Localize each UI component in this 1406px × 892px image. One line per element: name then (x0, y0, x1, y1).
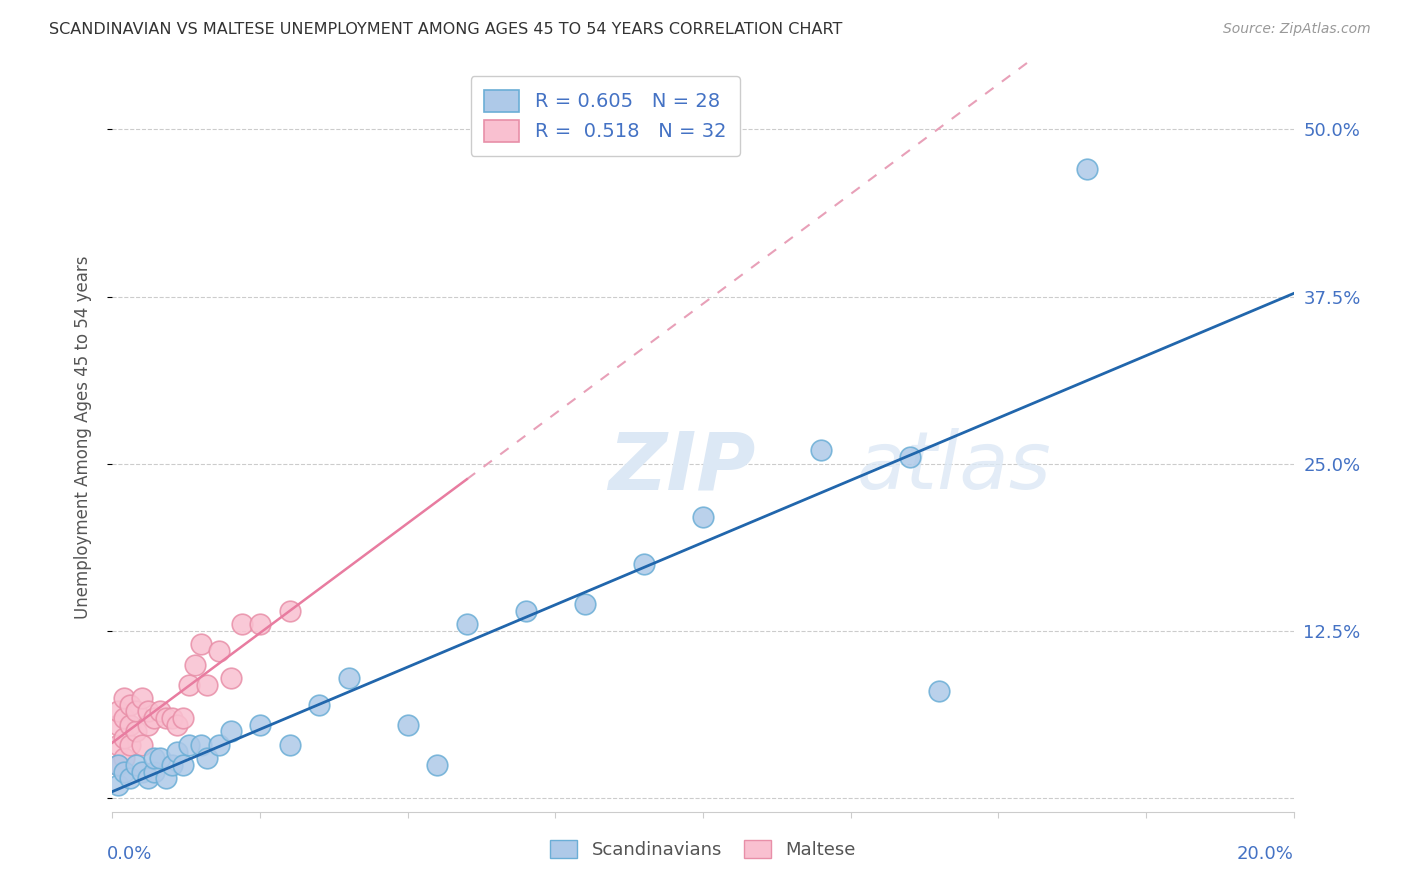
Point (249, 717, 271, 731)
Point (219, 671, 242, 685)
Point (190, 738, 212, 752)
Point (107, 758, 129, 772)
Point (179, 738, 201, 752)
Point (166, 744, 188, 758)
Point (208, 644, 231, 658)
Point (208, 738, 231, 752)
Point (125, 705, 148, 719)
Point (125, 758, 148, 772)
Point (142, 711, 165, 725)
Point (179, 678, 201, 692)
Point (184, 657, 207, 672)
Text: 20.0%: 20.0% (1237, 846, 1294, 863)
Point (112, 731, 135, 746)
Point (112, 691, 135, 706)
Point (155, 711, 177, 725)
Legend: Scandinavians, Maltese: Scandinavians, Maltese (543, 832, 863, 866)
Y-axis label: Unemployment Among Ages 45 to 54 years: Unemployment Among Ages 45 to 54 years (73, 255, 91, 619)
Point (155, 771, 177, 786)
Point (278, 604, 301, 618)
Point (131, 691, 153, 706)
Point (160, 711, 183, 725)
Point (149, 751, 172, 765)
Point (692, 510, 714, 524)
Point (195, 751, 218, 765)
Point (574, 598, 596, 612)
Point (107, 758, 129, 772)
Point (308, 698, 330, 712)
Text: 0.0%: 0.0% (107, 846, 152, 863)
Point (172, 758, 194, 772)
Point (120, 698, 142, 712)
Text: ZIP: ZIP (609, 428, 756, 506)
Point (112, 751, 135, 765)
Point (125, 724, 148, 739)
Point (120, 738, 142, 752)
Point (396, 717, 419, 731)
Point (107, 778, 129, 792)
Point (149, 705, 172, 719)
Point (112, 764, 135, 779)
Point (898, 450, 921, 465)
Point (131, 738, 153, 752)
Point (160, 758, 183, 772)
Point (120, 771, 142, 786)
Point (107, 738, 129, 752)
Point (190, 637, 212, 651)
Point (426, 758, 449, 772)
Point (456, 617, 478, 632)
Text: SCANDINAVIAN VS MALTESE UNEMPLOYMENT AMONG AGES 45 TO 54 YEARS CORRELATION CHART: SCANDINAVIAN VS MALTESE UNEMPLOYMENT AMO… (49, 22, 842, 37)
Point (136, 705, 159, 719)
Point (928, 684, 950, 698)
Point (249, 617, 271, 632)
Text: Source: ZipAtlas.com: Source: ZipAtlas.com (1223, 22, 1371, 37)
Point (136, 771, 159, 786)
Point (515, 604, 537, 618)
Point (1076, 162, 1098, 177)
Point (166, 717, 188, 731)
Point (136, 717, 159, 731)
Point (231, 617, 253, 632)
Point (172, 711, 194, 725)
Point (120, 717, 142, 731)
Point (633, 557, 655, 572)
Point (195, 678, 218, 692)
Point (107, 717, 129, 731)
Point (112, 711, 135, 725)
Point (142, 751, 165, 765)
Text: atlas: atlas (856, 428, 1052, 506)
Point (278, 738, 301, 752)
Point (337, 671, 360, 685)
Point (219, 724, 242, 739)
Point (142, 764, 165, 779)
Point (107, 705, 129, 719)
Point (810, 443, 832, 458)
Point (131, 764, 153, 779)
